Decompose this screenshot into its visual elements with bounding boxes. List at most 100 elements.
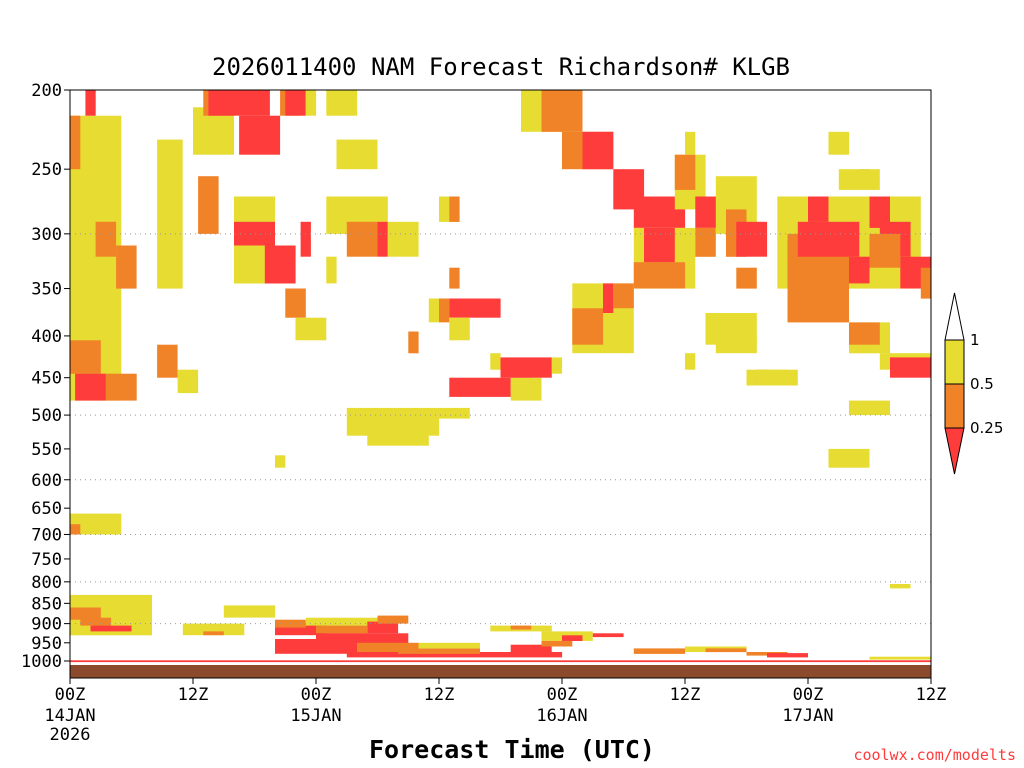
ri-cell-high xyxy=(490,353,501,370)
ri-cell-high xyxy=(305,617,378,626)
ri-cell-mid xyxy=(198,176,219,234)
ri-cell-high xyxy=(890,584,911,589)
y-tick-label: 300 xyxy=(31,225,62,245)
x-tick-label: 12Z xyxy=(916,685,947,705)
ri-cell-low xyxy=(377,221,388,257)
ri-cell-high xyxy=(828,131,849,155)
ri-cell-mid xyxy=(157,344,178,378)
ri-cell-mid xyxy=(70,607,101,620)
x-tick-label: 12Z xyxy=(670,685,701,705)
ri-cell-low xyxy=(500,357,552,378)
ri-cell-low xyxy=(592,633,624,638)
ri-cell-high xyxy=(275,455,286,468)
y-tick-label: 250 xyxy=(31,160,62,180)
ri-cell-mid xyxy=(346,221,378,257)
x-year-label: 2026 xyxy=(50,725,91,745)
ri-cell-low xyxy=(208,90,270,116)
legend-arrow-top xyxy=(944,292,965,341)
ri-cell-mid xyxy=(705,648,747,653)
ri-cell-mid xyxy=(920,267,932,299)
ri-cell-high xyxy=(838,169,880,190)
ri-cell-high xyxy=(157,139,183,289)
ri-cell-low xyxy=(767,653,808,658)
plot-frame xyxy=(69,89,932,679)
ri-cell-mid xyxy=(449,267,460,289)
ri-cell-mid xyxy=(285,288,306,318)
ri-cell-mid xyxy=(439,298,450,323)
ri-cell-mid xyxy=(316,625,368,634)
ri-cell-high xyxy=(849,400,890,416)
legend-swatch-high xyxy=(944,339,965,385)
ri-cell-low xyxy=(70,660,931,663)
ri-cell-high xyxy=(510,377,542,401)
y-tick-label: 400 xyxy=(31,327,62,347)
colorbar-legend: 1 0.5 0.25 xyxy=(944,292,1003,475)
y-tick-label: 550 xyxy=(31,440,62,460)
y-tick-label: 700 xyxy=(31,525,62,545)
y-tick-label: 850 xyxy=(31,594,62,614)
ri-cell-low xyxy=(234,221,275,246)
legend-label: 1 xyxy=(970,331,980,349)
y-tick-label: 650 xyxy=(31,499,62,519)
ri-cell-high xyxy=(367,429,429,446)
ri-cell-mid xyxy=(541,640,573,647)
ri-cell-high xyxy=(326,256,337,284)
ri-cell-high xyxy=(177,369,199,394)
ri-cell-low xyxy=(582,131,614,170)
ri-cell-low xyxy=(449,377,511,397)
ri-cell-mid xyxy=(613,283,634,309)
y-tick-label: 750 xyxy=(31,550,62,570)
y-tick-label: 950 xyxy=(31,634,62,654)
ri-cell-low xyxy=(449,298,501,318)
ri-cell-high xyxy=(295,317,327,341)
ri-cell-high xyxy=(685,131,696,155)
ri-cell-low xyxy=(285,90,306,116)
ri-cell-mid xyxy=(70,340,101,374)
x-tick-label: 00Z xyxy=(55,685,86,705)
y-tick-label: 800 xyxy=(31,573,62,593)
ri-cell-high xyxy=(746,369,757,386)
y-tick-label: 350 xyxy=(31,280,62,300)
ri-cell-low xyxy=(736,221,768,257)
ri-cell-high xyxy=(439,407,470,419)
ri-cell-low xyxy=(869,196,890,228)
ri-cell-low xyxy=(808,196,829,222)
ri-cell-high xyxy=(387,221,419,257)
x-tick-label: 00Z xyxy=(301,685,332,705)
ri-cell-high xyxy=(449,317,470,341)
ri-cell-low xyxy=(85,90,96,116)
ri-cell-mid xyxy=(398,648,480,654)
legend-swatch-mid xyxy=(944,383,965,429)
ri-cell-high xyxy=(418,642,480,649)
x-axis-label: Forecast Time (UTC) xyxy=(369,735,655,764)
chart-title: 2026011400 NAM Forecast Richardson# KLGB xyxy=(212,53,790,81)
ground-bar xyxy=(70,665,931,678)
ri-cell-high xyxy=(828,448,870,468)
ri-cell-high xyxy=(715,335,757,354)
y-tick-label: 1000 xyxy=(21,652,62,672)
y-tick-label: 600 xyxy=(31,471,62,491)
x-tick-label: 00Z xyxy=(547,685,578,705)
ri-cell-mid xyxy=(408,331,419,354)
ri-cell-mid xyxy=(510,625,532,630)
ri-cell-low xyxy=(346,652,563,658)
ri-cell-mid xyxy=(541,90,583,132)
ri-cell-high xyxy=(326,90,358,116)
ri-cell-high xyxy=(305,90,317,116)
y-tick-label: 200 xyxy=(31,81,62,101)
ri-cell-mid xyxy=(377,615,409,624)
plot-area xyxy=(70,90,932,663)
legend-label: 0.25 xyxy=(970,419,1003,437)
ri-cell-low xyxy=(510,644,552,653)
ri-cell-mid xyxy=(736,267,757,289)
ri-cell-low xyxy=(300,221,311,257)
legend-label: 0.5 xyxy=(970,375,994,393)
ri-cell-low xyxy=(90,625,132,632)
ri-cell-low xyxy=(603,283,614,313)
ri-cell-low xyxy=(562,635,583,641)
legend-arrow-low xyxy=(944,427,965,475)
ri-cell-mid xyxy=(633,262,686,289)
ground-fill xyxy=(70,665,931,678)
ri-cell-mid xyxy=(849,322,880,345)
